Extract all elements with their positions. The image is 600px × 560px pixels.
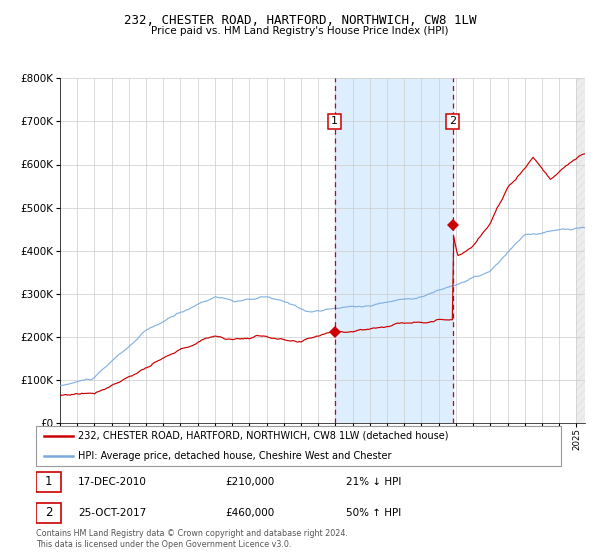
Text: 1: 1 <box>45 475 52 488</box>
Text: 25-OCT-2017: 25-OCT-2017 <box>78 508 146 518</box>
Text: 21% ↓ HPI: 21% ↓ HPI <box>346 477 401 487</box>
Text: 17-DEC-2010: 17-DEC-2010 <box>78 477 147 487</box>
FancyBboxPatch shape <box>36 503 61 523</box>
Text: Contains HM Land Registry data © Crown copyright and database right 2024.
This d: Contains HM Land Registry data © Crown c… <box>36 529 348 549</box>
FancyBboxPatch shape <box>36 426 561 466</box>
Text: 1: 1 <box>331 116 338 127</box>
Text: £210,000: £210,000 <box>225 477 274 487</box>
Text: 232, CHESTER ROAD, HARTFORD, NORTHWICH, CW8 1LW (detached house): 232, CHESTER ROAD, HARTFORD, NORTHWICH, … <box>78 431 449 441</box>
Text: 2: 2 <box>45 506 52 520</box>
Bar <box>335 78 453 423</box>
Text: 232, CHESTER ROAD, HARTFORD, NORTHWICH, CW8 1LW: 232, CHESTER ROAD, HARTFORD, NORTHWICH, … <box>124 14 476 27</box>
Text: 2: 2 <box>449 116 457 127</box>
Bar <box>577 78 585 423</box>
Text: Price paid vs. HM Land Registry's House Price Index (HPI): Price paid vs. HM Land Registry's House … <box>151 26 449 36</box>
Text: HPI: Average price, detached house, Cheshire West and Chester: HPI: Average price, detached house, Ches… <box>78 451 392 461</box>
Text: £460,000: £460,000 <box>225 508 274 518</box>
FancyBboxPatch shape <box>36 472 61 492</box>
Text: 50% ↑ HPI: 50% ↑ HPI <box>346 508 401 518</box>
